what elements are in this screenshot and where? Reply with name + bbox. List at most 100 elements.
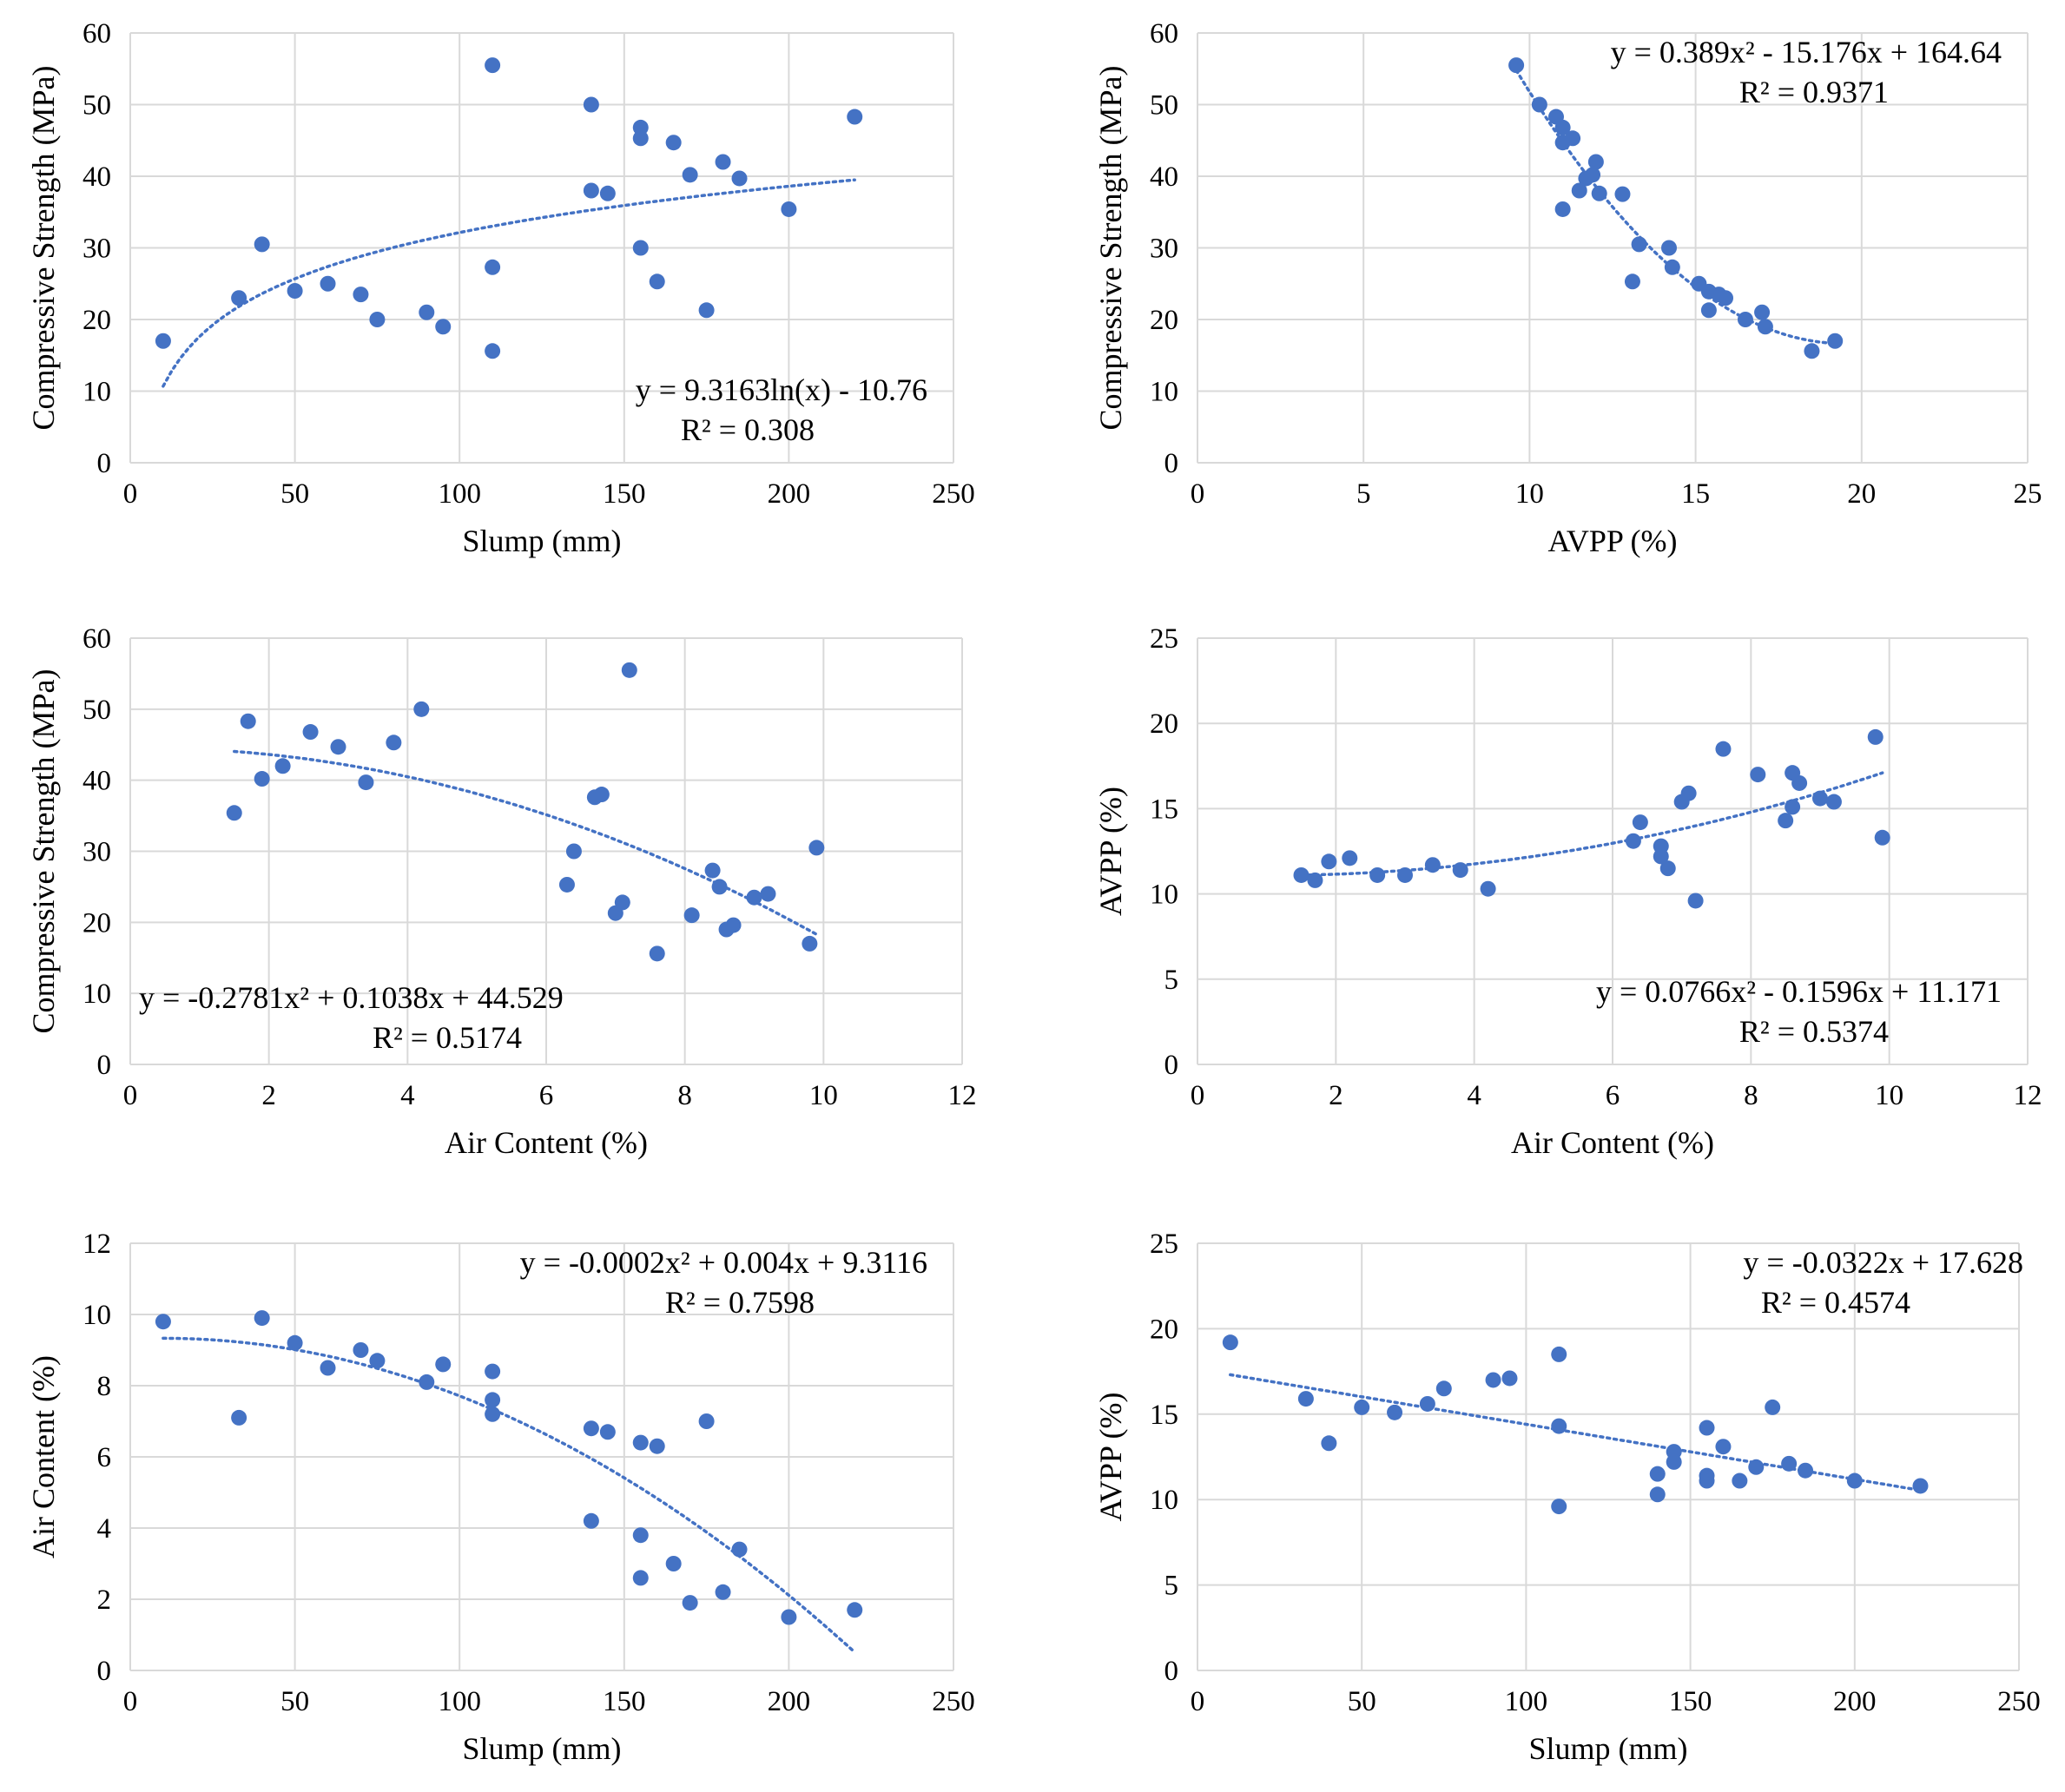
- data-point: [1531, 96, 1547, 113]
- data-point: [1480, 880, 1496, 897]
- y-tick-label: 20: [1150, 708, 1178, 740]
- y-tick-label: 25: [1150, 1229, 1178, 1260]
- data-point: [632, 1434, 649, 1451]
- data-point: [1757, 319, 1773, 335]
- data-point: [1732, 1472, 1748, 1489]
- data-point: [1798, 1462, 1814, 1479]
- data-point: [731, 170, 748, 187]
- data-point: [1585, 167, 1601, 183]
- data-point: [254, 771, 270, 787]
- data-point: [320, 275, 336, 292]
- data-point: [704, 862, 721, 879]
- y-tick-label: 0: [1164, 1656, 1179, 1687]
- y-tick-label: 0: [97, 1050, 112, 1081]
- x-tick-label: 150: [1669, 1686, 1712, 1717]
- x-tick-label: 20: [1847, 478, 1876, 510]
- x-tick-label: 6: [1606, 1080, 1620, 1111]
- x-tick-label: 4: [1467, 1080, 1481, 1111]
- data-point: [369, 312, 386, 327]
- y-tick-label: 50: [1150, 90, 1178, 122]
- data-point: [1825, 794, 1842, 810]
- trend-equation: y = -0.2781x² + 0.1038x + 44.529: [139, 980, 564, 1015]
- y-tick-label: 10: [82, 377, 111, 408]
- chart-2: 0 5 10 15 20 25 0 10 20 30 40 50 60 AVPP (%) Compressi…: [1093, 18, 2042, 558]
- data-point: [485, 1392, 501, 1408]
- x-tick-label: 150: [603, 478, 646, 510]
- data-point: [1591, 185, 1607, 201]
- data-point: [558, 876, 575, 893]
- r-squared: R² = 0.308: [681, 412, 815, 447]
- y-tick-label: 30: [82, 837, 111, 868]
- data-point: [1614, 186, 1631, 202]
- y-tick-label: 5: [1164, 965, 1179, 996]
- y-tick-label: 50: [82, 90, 111, 122]
- data-point: [1551, 1418, 1567, 1434]
- data-point: [1680, 785, 1697, 801]
- data-point: [254, 1310, 270, 1327]
- x-tick-label: 200: [768, 1686, 811, 1717]
- data-point: [683, 907, 700, 924]
- chart-1: 0 50 100 150 200 250 0 10 20 30 40 50 60 Slump (mm) Co…: [26, 18, 975, 558]
- data-point: [330, 739, 346, 755]
- data-point: [369, 1353, 386, 1369]
- data-point: [1435, 1380, 1452, 1397]
- chart-6: 0 50 100 150 200 250 0 5 10 15 20 25 Slump (mm) AVPP …: [1093, 1229, 2041, 1766]
- data-point: [1354, 1399, 1370, 1415]
- x-tick-label: 0: [1191, 1686, 1205, 1717]
- trendline: [1229, 1373, 1923, 1492]
- data-point: [1664, 259, 1680, 275]
- x-tick-label: 250: [1997, 1686, 2041, 1717]
- data-point: [485, 343, 501, 359]
- data-point: [1554, 119, 1571, 135]
- data-point: [1632, 814, 1648, 831]
- data-point: [1631, 236, 1647, 253]
- data-point: [1587, 154, 1604, 170]
- data-point: [614, 894, 630, 911]
- y-tick-label: 2: [97, 1584, 112, 1616]
- x-tick-label: 8: [677, 1080, 692, 1111]
- data-point: [302, 724, 319, 741]
- trendline: [233, 749, 819, 936]
- data-point: [632, 240, 649, 256]
- data-point: [1778, 813, 1794, 829]
- data-point: [583, 1420, 599, 1437]
- x-tick-label: 15: [1681, 478, 1710, 510]
- x-tick-label: 10: [1515, 478, 1544, 510]
- x-tick-label: 200: [768, 478, 811, 510]
- data-point: [419, 304, 435, 320]
- y-tick-label: 10: [82, 978, 111, 1010]
- data-point: [565, 843, 582, 860]
- r-squared: R² = 0.9371: [1739, 75, 1889, 109]
- x-axis-label: Slump (mm): [462, 1731, 621, 1766]
- data-point: [1485, 1372, 1501, 1388]
- y-tick-label: 60: [82, 623, 111, 655]
- data-point: [353, 1342, 369, 1358]
- data-point: [240, 713, 256, 729]
- data-point: [847, 1602, 863, 1618]
- y-axis-label: Air Content (%): [26, 1355, 61, 1558]
- data-point: [583, 182, 599, 199]
- x-tick-label: 5: [1356, 478, 1371, 510]
- x-tick-label: 12: [2014, 1080, 2042, 1111]
- data-point: [485, 259, 501, 275]
- data-point: [1321, 1435, 1337, 1452]
- data-point: [593, 787, 610, 803]
- y-tick-label: 10: [1150, 1485, 1178, 1516]
- data-point: [1699, 1420, 1715, 1436]
- data-point: [632, 119, 649, 135]
- y-tick-label: 4: [97, 1513, 112, 1545]
- r-squared: R² = 0.5374: [1739, 1014, 1889, 1049]
- data-point: [1659, 860, 1676, 877]
- y-tick-label: 12: [82, 1229, 111, 1260]
- x-tick-label: 200: [1833, 1686, 1877, 1717]
- data-point: [1624, 273, 1640, 290]
- data-point: [1785, 799, 1801, 815]
- x-tick-label: 2: [1329, 1080, 1343, 1111]
- data-point: [599, 1424, 616, 1440]
- x-tick-label: 100: [1505, 1686, 1548, 1717]
- y-tick-label: 20: [1150, 305, 1178, 336]
- data-point: [1715, 1439, 1732, 1455]
- data-point: [583, 1512, 599, 1529]
- data-point: [1551, 1499, 1567, 1515]
- data-point: [435, 1356, 452, 1373]
